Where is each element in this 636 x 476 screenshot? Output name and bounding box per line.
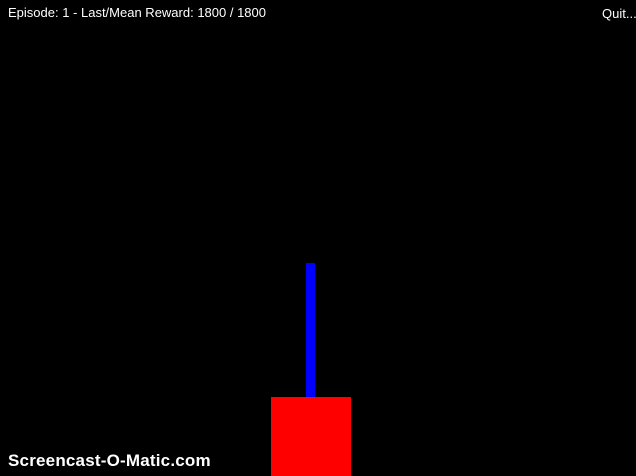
pole	[306, 263, 315, 398]
cart	[271, 397, 351, 476]
quit-button[interactable]: Quit...	[602, 6, 636, 21]
episode-status-text: Episode: 1 - Last/Mean Reward: 1800 / 18…	[8, 5, 266, 20]
watermark-text: Screencast-O-Matic.com	[8, 451, 211, 470]
